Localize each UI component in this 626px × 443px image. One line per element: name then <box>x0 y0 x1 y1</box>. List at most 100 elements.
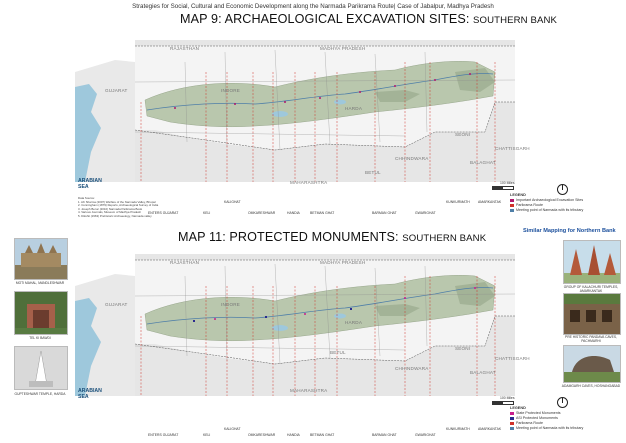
map11-maharashtra-label: MAHARASHTRA <box>290 388 328 393</box>
map11-loc-amarkantak: AMARKANTAK <box>478 427 502 431</box>
legend-item: Important Archaeological Excavation Site… <box>510 198 583 203</box>
map9-loc-omkareshwar: OMKARESHWAR <box>248 211 276 215</box>
map11-loc-kunkurmath: KUNKURMATH <box>446 427 470 431</box>
map9-loc-kunkurmath: KUNKURMATH <box>446 200 470 204</box>
map11-loc-kalighat: KALIGHAT <box>224 427 241 431</box>
map11-harda-label: HARDA <box>345 320 363 325</box>
map9-harda-label: HARDA <box>345 106 363 111</box>
caption-adamgarh-caves: ADAMGARH CAVES, HOSHANGABAD <box>561 384 621 388</box>
source-line: 4. Various Journals, Museum of Madhya Pr… <box>78 210 142 215</box>
swatch-icon <box>510 199 514 202</box>
map11-balaghat-label: BALAGHAT <box>470 370 496 375</box>
map9-maharashtra-label: MAHARASHTRA <box>290 180 328 185</box>
map11-loc-gwarighat: GWARIGHAT <box>415 433 436 437</box>
map11-loc-omkareshwar: OMKARESHWAR <box>248 433 276 437</box>
caption-kalachuri-temples: GROUP OF KALACHURI TEMPLES, AMARKANTAK <box>563 285 619 293</box>
map9-loc-keli: KELI <box>203 211 211 215</box>
legend-item: ASI Protected Monuments <box>510 416 583 421</box>
legend-item: Parikrama Route <box>510 421 583 426</box>
map11-loc-enters-gujarat: ENTERS GUJARAT <box>148 433 179 437</box>
photo-kalachuri-temples <box>563 240 621 284</box>
source-line: 2. Cunningham (1879) Reports, Archaeolog… <box>78 203 159 208</box>
map9-legend: LEGEND Important Archaeological Excavati… <box>510 193 583 213</box>
map9-scale-label: 100 Miles <box>500 181 515 185</box>
source-line: 1. AK Sharma (2007) Warfare of the Narma… <box>78 199 156 204</box>
legend-label: State Protected Monuments <box>516 411 561 415</box>
legend-label: Meeting point of Narmada with its tribut… <box>516 208 584 212</box>
legend-label: Meeting point of Narmada with its tribut… <box>516 426 584 430</box>
map11-chhattisgarh-label: CHATTISGARH <box>495 356 530 361</box>
page-header: Strategies for Social, Cultural and Econ… <box>132 3 494 10</box>
similar-mapping-note: Similar Mapping for Northern Bank <box>523 228 616 234</box>
map9-madhya-pradesh-label: MADHYA PRADESH <box>320 46 366 51</box>
map9-subtitle: SOUTHERN BANK <box>473 15 557 26</box>
photo-moti-mahal <box>14 238 68 280</box>
map11-north-arrow-icon <box>557 397 568 408</box>
map11-title-text: MAP 11: PROTECTED MONUMENTS: <box>178 230 399 244</box>
adamgarh-caves-image <box>564 346 620 382</box>
caption-gupteshwar-temple: GUPTESHWAR TEMPLE, HARDA <box>14 392 66 396</box>
caption-tel-ki-bawdi: TEL KI BAWDI <box>29 336 51 340</box>
map9-seoni-label: SEONI <box>455 132 471 137</box>
photo-adamgarh-caves <box>563 345 621 383</box>
source-line: Data Source: <box>78 196 95 200</box>
map11: RAJASTHAN MADHYA PRADESH GUJARAT MAHARAS… <box>75 246 530 396</box>
legend-item: State Protected Monuments <box>510 411 583 416</box>
map11-loc-barman-ghat: BARMAN GHAT <box>372 433 397 437</box>
caption-moti-mahal: MOTI MAHAL, MANDLESHWAR <box>15 281 65 285</box>
map9-betul-label: BETUL <box>365 170 381 175</box>
photo-gupteshwar-temple <box>14 346 68 390</box>
legend-title: LEGEND <box>510 406 526 410</box>
source-line: 3. Joseph Beruc (2010) Narmada Parikrama… <box>78 206 143 211</box>
map11-rajasthan-label: RAJASTHAN <box>170 260 200 265</box>
photo-tel-ki-bawdi <box>14 291 68 335</box>
tel-ki-bawdi-image <box>15 292 67 334</box>
map9-title-text: MAP 9: ARCHAEOLOGICAL EXCAVATION SITES: <box>180 12 470 26</box>
map9-chhattisgarh-label: CHATTISGARH <box>495 146 530 151</box>
map9-scale-bar <box>492 186 514 190</box>
map9-title: MAP 9: ARCHAEOLOGICAL EXCAVATION SITES: … <box>180 12 557 26</box>
map9-indore-label: INDORE <box>221 88 241 93</box>
map9-sea-label: ARABIAN SEA <box>78 178 102 190</box>
swatch-icon <box>510 209 514 212</box>
map9-loc-betman-ghat: BETMAN GHAT <box>310 211 335 215</box>
legend-label: Parikrama Route <box>516 203 543 207</box>
map9-loc-kalighat: KALIGHAT <box>224 200 241 204</box>
map9-loc-amarkantak: AMARKANTAK <box>478 200 502 204</box>
map11-chhindwara-label: CHHINDWARA <box>395 366 429 371</box>
map9-chhindwara-label: CHHINDWARA <box>395 156 429 161</box>
swatch-icon <box>510 422 514 425</box>
map11-sea-label: ARABIAN SEA <box>78 388 102 400</box>
map9-rajasthan-label: RAJASTHAN <box>170 46 200 51</box>
map11-betul-label: BETUL <box>330 350 346 355</box>
map9-loc-gwarighat: GWARIGHAT <box>415 211 436 215</box>
legend-label: Important Archaeological Excavation Site… <box>516 198 584 202</box>
map9-north-arrow-icon <box>557 184 568 195</box>
map9-loc-barman-ghat: BARMAN GHAT <box>372 211 397 215</box>
legend-label: Parikrama Route <box>516 421 543 425</box>
kalachuri-temples-image <box>564 241 620 283</box>
photo-pandava-caves <box>563 293 621 335</box>
map11-seoni-label: SEONI <box>455 346 471 351</box>
map9-loc-enters-gujarat: ENTERS GUJARAT <box>148 211 179 215</box>
map9-loc-handia: HANDIA <box>287 211 300 215</box>
map9-graphic <box>75 32 516 182</box>
map11-scale-bar <box>492 401 514 405</box>
map9-gujarat-label: GUJARAT <box>105 88 128 93</box>
caption-pandava-caves: PRE HISTORIC PANDAVA CAVES, PACHMARHI <box>565 335 617 343</box>
map9-sources: Data Source: 1. AK Sharma (2007) Warfare… <box>78 196 218 219</box>
legend-title: LEGEND <box>510 193 526 197</box>
swatch-icon <box>510 412 514 415</box>
map11-graphic <box>75 246 516 396</box>
map11-loc-handia: HANDIA <box>287 433 300 437</box>
legend-item: Meeting point of Narmada with its tribut… <box>510 208 583 213</box>
swatch-icon <box>510 204 514 207</box>
legend-item: Meeting point of Narmada with its tribut… <box>510 426 583 431</box>
map11-title: MAP 11: PROTECTED MONUMENTS: SOUTHERN BA… <box>178 230 486 244</box>
swatch-icon <box>510 427 514 430</box>
legend-item: Parikrama Route <box>510 203 583 208</box>
gupteshwar-temple-image <box>15 347 67 389</box>
map11-scale-label: 100 Miles <box>500 396 515 400</box>
map11-legend: LEGEND State Protected Monuments ASI Pro… <box>510 406 583 431</box>
source-line: 5. Dikshit (1963) Prehistoric Archaeolog… <box>78 213 152 218</box>
